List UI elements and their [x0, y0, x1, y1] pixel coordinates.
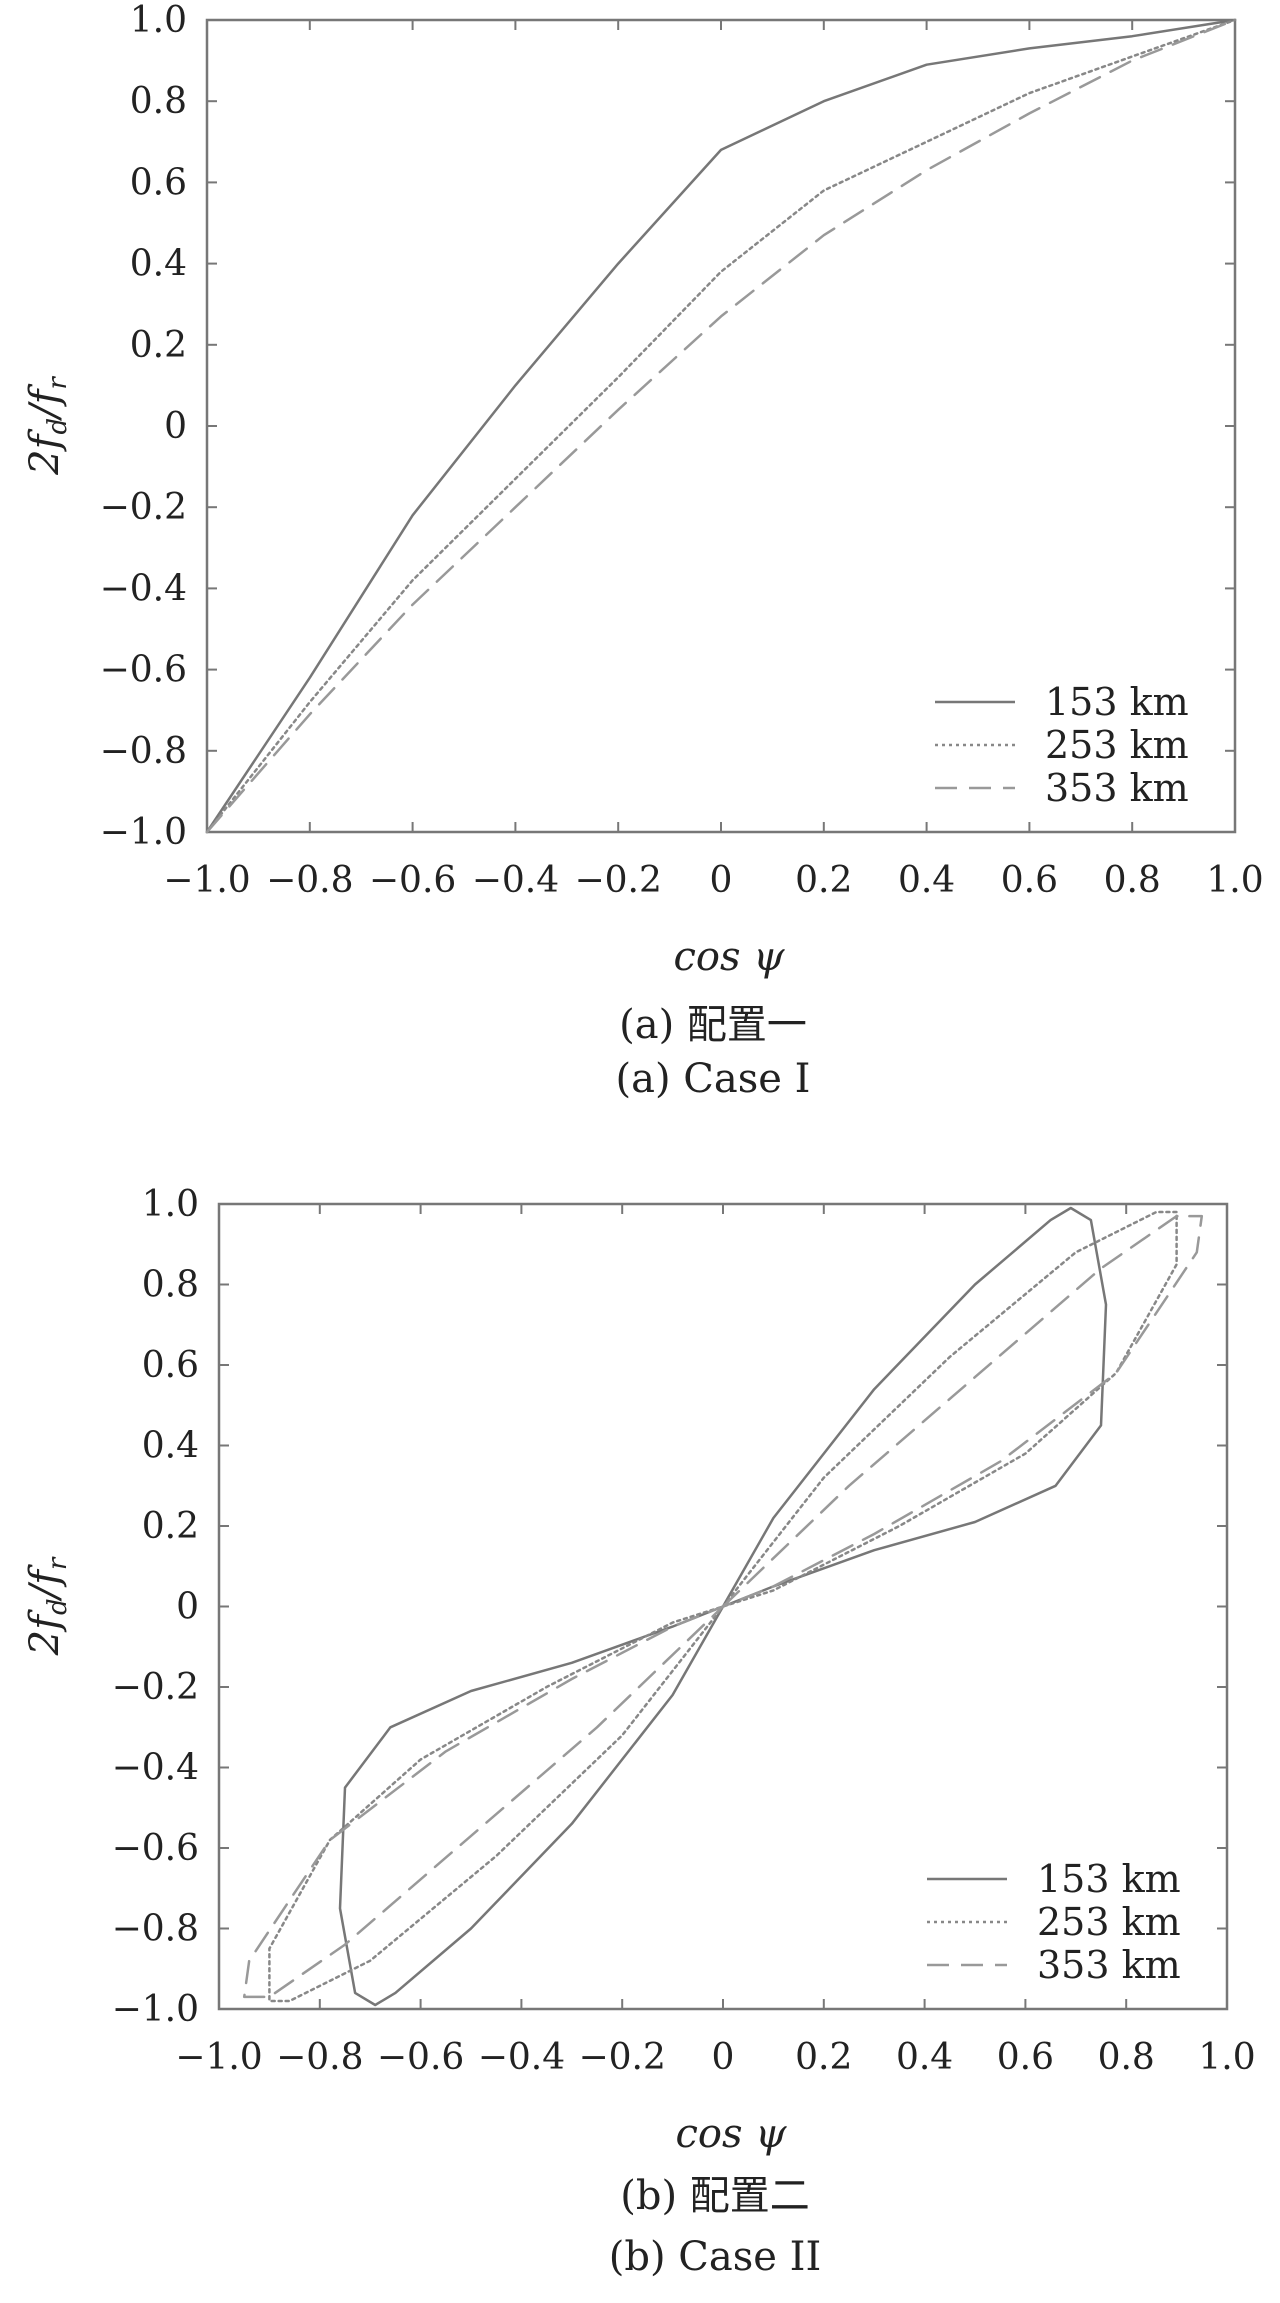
x-tick-label: 0.2	[795, 860, 852, 901]
y-tick-label: −0.6	[100, 650, 187, 691]
y-tick-label: 0.6	[130, 162, 187, 203]
caption-english: (b) Case II	[609, 2234, 822, 2280]
y-tick-label: 0.8	[142, 1265, 199, 1306]
series-line-solid	[205, 18, 1237, 834]
caption-chinese: (a) 配置一	[619, 1002, 807, 1048]
y-tick-label: −0.8	[112, 1909, 199, 1950]
x-tick-label: 0	[710, 860, 733, 901]
x-tick-label: 0.4	[898, 860, 955, 901]
y-tick-label: −1.0	[100, 812, 187, 853]
x-axis-label: cos ψ	[675, 2111, 787, 2157]
y-tick-label: 0.4	[142, 1426, 199, 1467]
x-tick-label: −0.2	[578, 2037, 665, 2078]
x-tick-label: −0.8	[276, 2037, 363, 2078]
x-tick-label: −0.2	[574, 860, 661, 901]
legend-entry-label: 253 km	[1037, 1900, 1181, 1944]
x-tick-label: −0.6	[377, 2037, 464, 2078]
x-tick-label: 1.0	[1206, 860, 1263, 901]
y-tick-label: 0.4	[130, 244, 187, 285]
x-tick-label: 0.6	[997, 2037, 1054, 2078]
chart-panel-2: −1.0 −0.8 −0.6 −0.4 −0.2 0 0.2 0.4 0.6 0.8 1.0 1.0 0…	[22, 1184, 1256, 2280]
x-axis-label: cos ψ	[673, 934, 785, 980]
y-tick-label: −0.2	[100, 487, 187, 528]
legend-entry-label: 153 km	[1037, 1857, 1181, 1901]
y-tick-label: −0.4	[100, 568, 187, 609]
legend-entry-label: 353 km	[1045, 766, 1189, 810]
y-tick-label: 1.0	[142, 1184, 199, 1225]
series-line-dashed	[242, 1214, 1204, 1999]
y-tick-label: 0.2	[142, 1506, 199, 1547]
x-tick-label: 0.4	[896, 2037, 953, 2078]
y-tick-label: −0.4	[112, 1748, 199, 1789]
x-tick-label: −0.6	[369, 860, 456, 901]
y-tick-label: 0	[176, 1587, 199, 1628]
series-line-dashed	[205, 18, 1237, 834]
series-line-dotted	[205, 18, 1237, 834]
x-tick-label: −0.4	[478, 2037, 565, 2078]
y-axis-label: 2fd/fr	[22, 376, 73, 476]
legend-entry-label: 253 km	[1045, 723, 1189, 767]
y-tick-label: −0.6	[112, 1828, 199, 1869]
legend-entry-label: 353 km	[1037, 1943, 1181, 1987]
y-tick-label: −1.0	[112, 1989, 199, 2030]
chart-panel-1: −1.0 −0.8 −0.6 −0.4 −0.2 0 0.2 0.4 0.6 0.8 1.0 1.0 0…	[22, 0, 1264, 1102]
y-tick-label: 0.8	[130, 81, 187, 122]
legend-entry-label: 153 km	[1045, 680, 1189, 724]
x-tick-label: 0.2	[795, 2037, 852, 2078]
y-tick-label: 0.2	[130, 325, 187, 366]
caption-chinese: (b) 配置二	[620, 2173, 810, 2219]
y-tick-label: 0	[164, 406, 187, 447]
x-tick-label: −1.0	[163, 860, 250, 901]
y-tick-label: −0.8	[100, 731, 187, 772]
x-tick-label: 0	[712, 2037, 735, 2078]
x-tick-label: 0.8	[1098, 2037, 1155, 2078]
y-tick-label: 1.0	[130, 0, 187, 41]
x-tick-label: −1.0	[175, 2037, 262, 2078]
x-tick-label: −0.4	[472, 860, 559, 901]
y-tick-label: −0.2	[112, 1667, 199, 1708]
x-tick-label: 1.0	[1198, 2037, 1255, 2078]
x-tick-label: −0.8	[266, 860, 353, 901]
x-tick-label: 0.6	[1001, 860, 1058, 901]
y-tick-label: 0.6	[142, 1345, 199, 1386]
caption-english: (a) Case I	[616, 1056, 811, 1102]
x-tick-label: 0.8	[1104, 860, 1161, 901]
y-axis-label: 2fd/fr	[22, 1556, 73, 1656]
